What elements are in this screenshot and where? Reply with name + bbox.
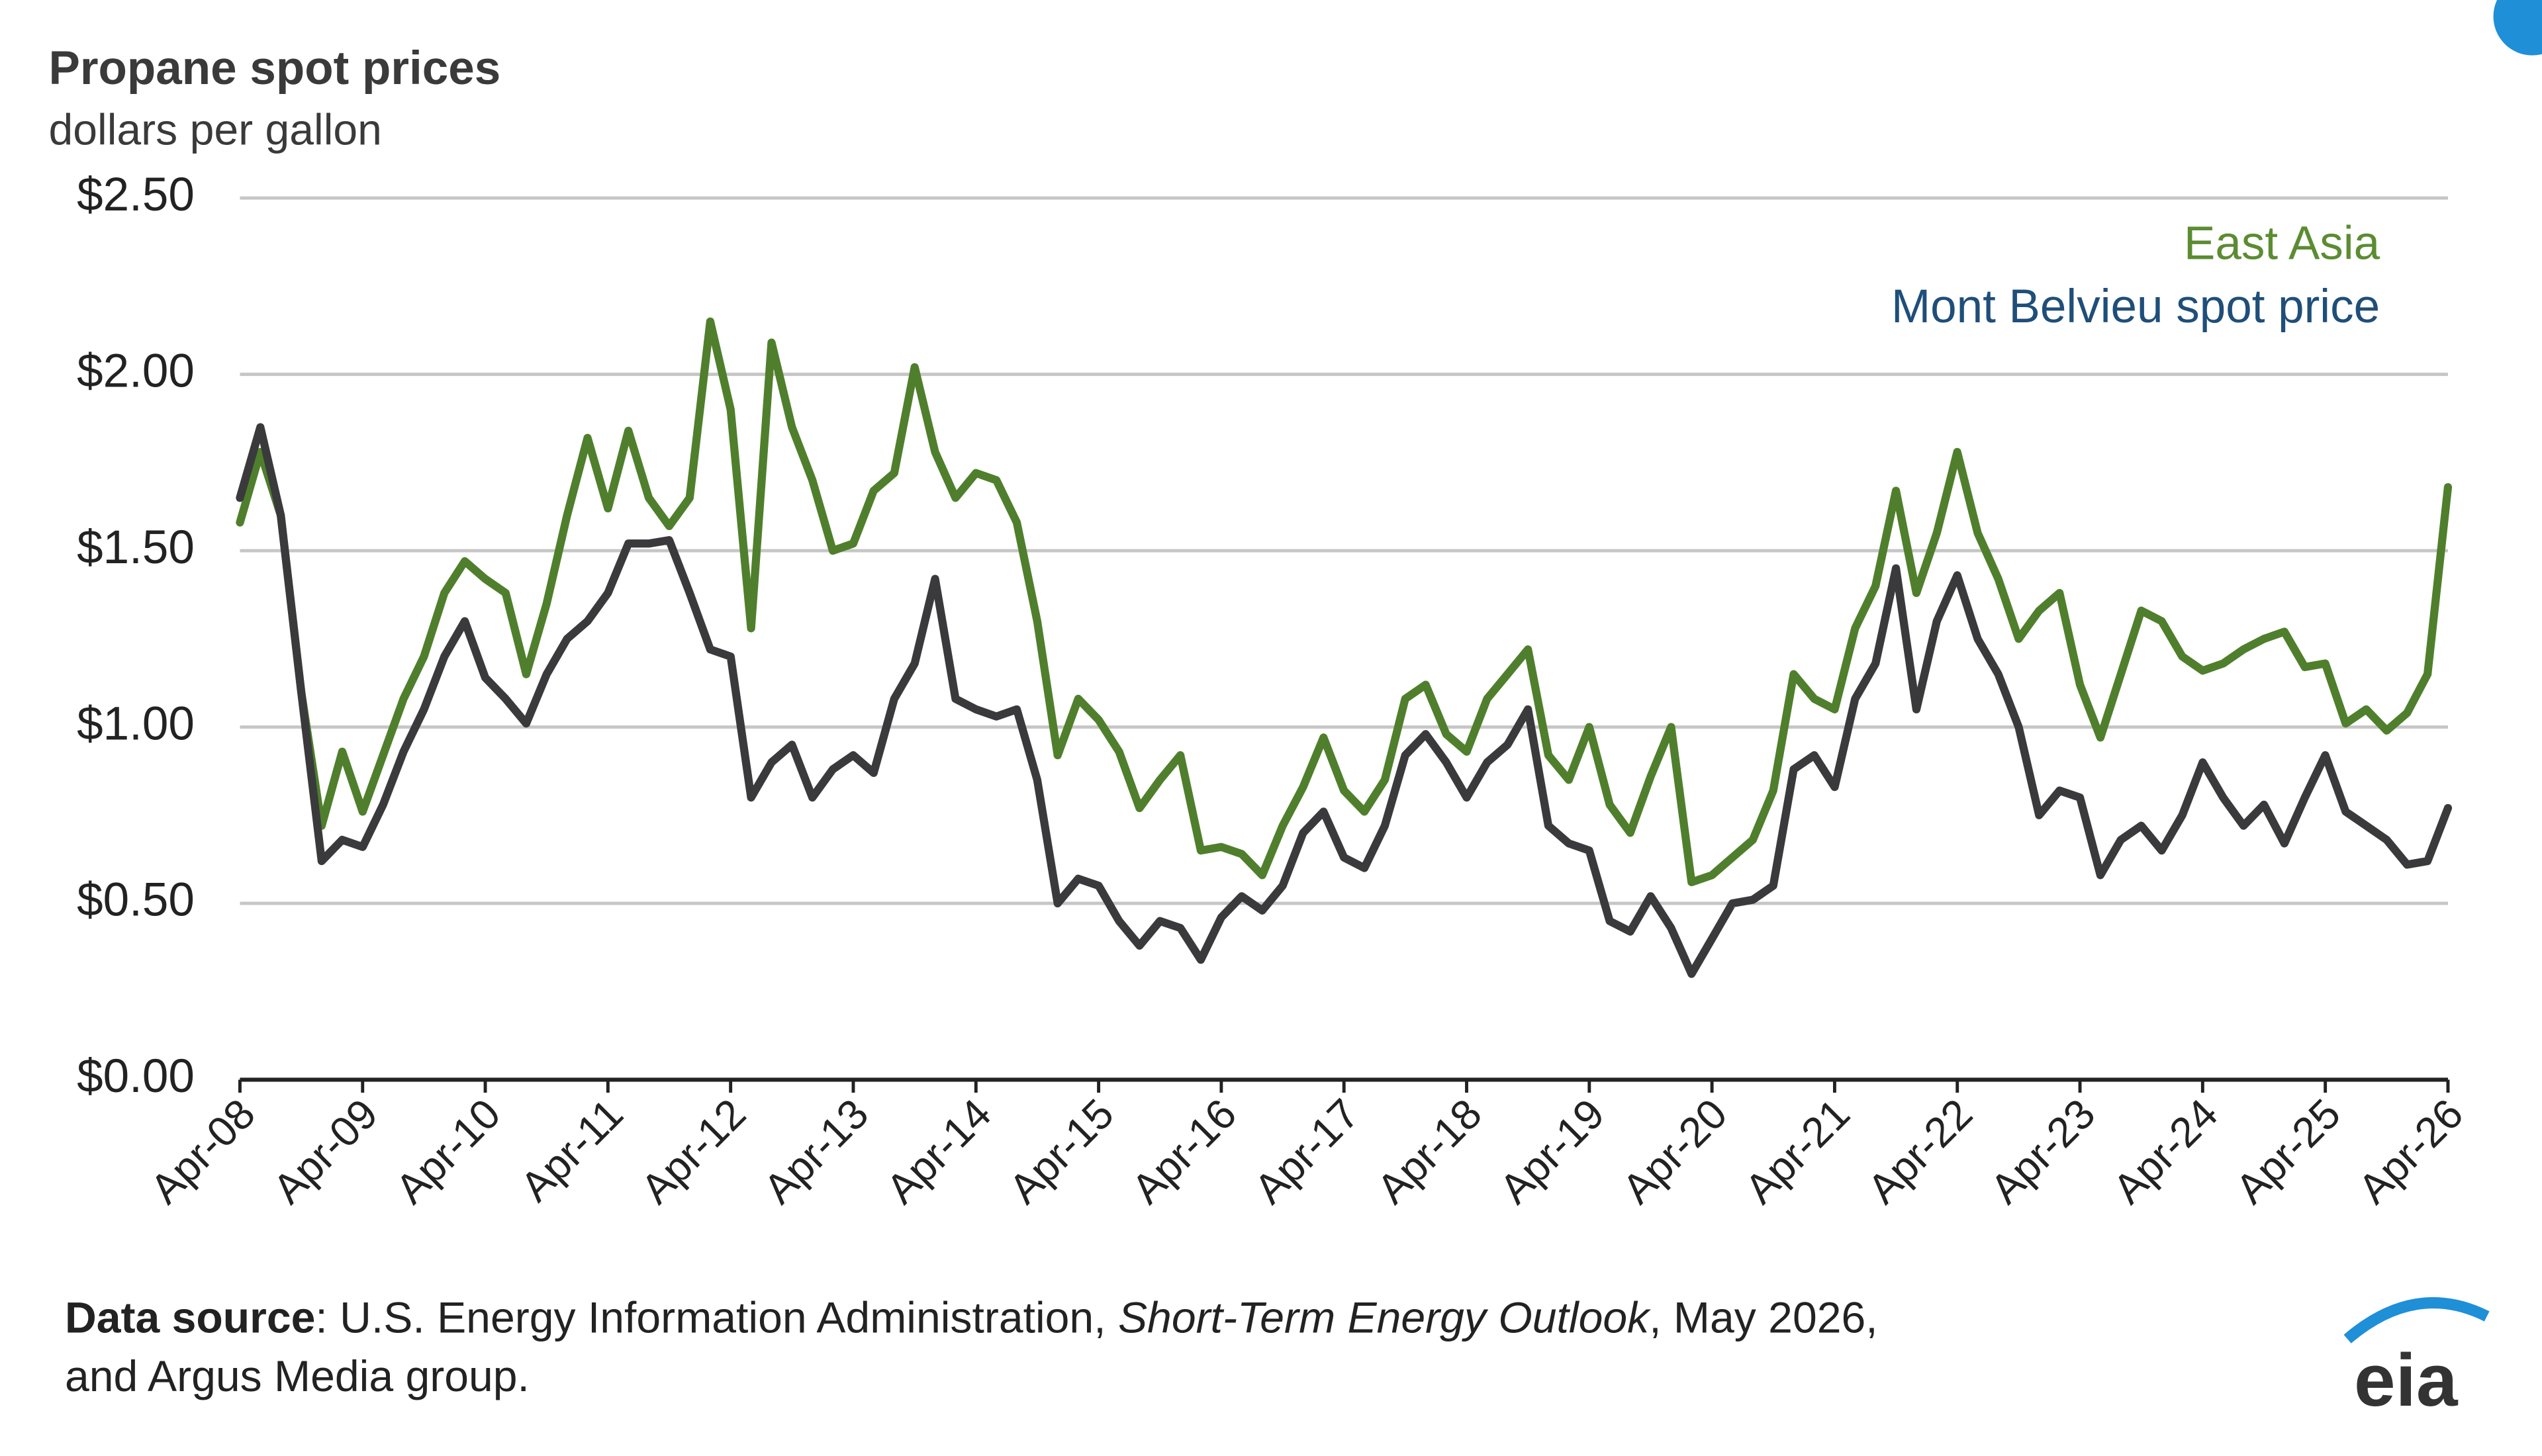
logo: eia [2354, 1338, 2459, 1422]
y-tick-label: $1.50 [77, 522, 195, 574]
y-tick-label: $0.00 [77, 1050, 195, 1103]
y-tick-label: $0.50 [77, 874, 195, 927]
y-tick-label: $2.50 [77, 169, 195, 221]
source-publication: Short-Term Energy Outlook [1118, 1294, 1651, 1343]
y-tick-label: $1.00 [77, 698, 195, 750]
corner-icon [2493, 0, 2542, 56]
chart-subtitle: dollars per gallon [48, 106, 381, 155]
logo-arc [2343, 1297, 2490, 1343]
source-note-2: and Argus Media group. [65, 1352, 530, 1401]
chart-title: Propane spot prices [48, 42, 500, 95]
source-text: : U.S. Energy Information Administration… [315, 1294, 1118, 1343]
source-label: Data source [65, 1294, 315, 1343]
y-tick-label: $2.00 [77, 345, 195, 397]
series-line [236, 423, 2453, 978]
source-note: Data source: U.S. Energy Information Adm… [65, 1294, 1878, 1343]
series-line [236, 317, 2453, 887]
legend-label: Mont Belvieu spot price [1891, 281, 2380, 333]
source-date: , May 2026, [1649, 1294, 1877, 1343]
legend-label: East Asia [2184, 217, 2380, 269]
